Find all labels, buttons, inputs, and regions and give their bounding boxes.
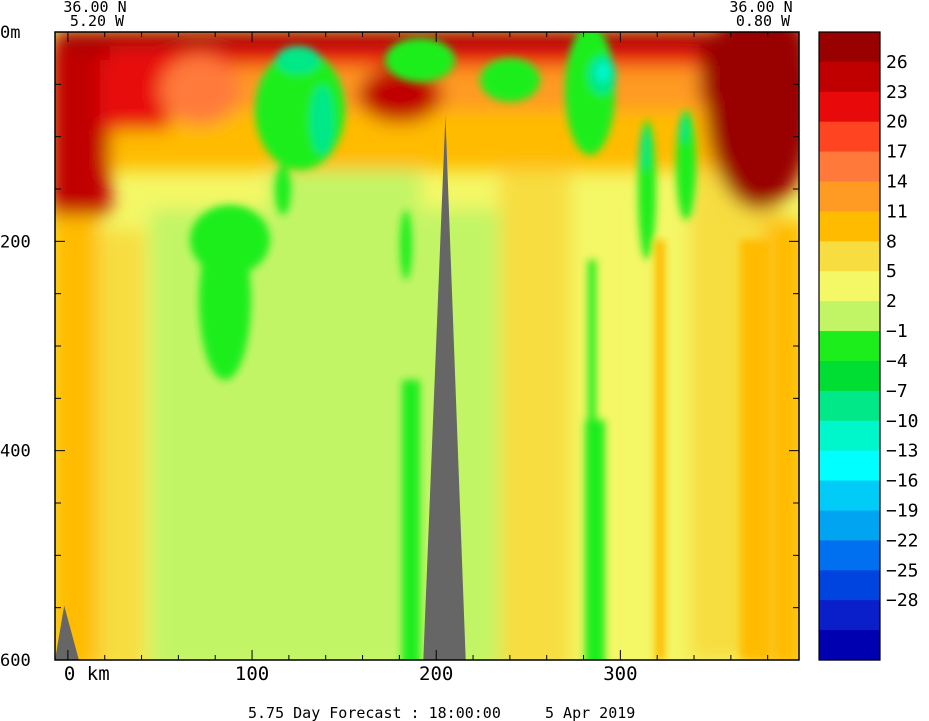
feature-green-column-left — [402, 380, 420, 660]
colorbar-label-8: 2 — [886, 291, 897, 312]
colorbar-swatch-6 — [819, 211, 880, 242]
colorbar-label-12: −10 — [886, 411, 919, 432]
field-mid-red2 — [160, 55, 240, 125]
colorbar-swatch-11 — [819, 360, 880, 392]
y-tick-label-400: 400 — [0, 442, 31, 462]
colorbar-swatch-10 — [819, 331, 880, 362]
feature-orange-streak-a — [655, 240, 665, 660]
field-yellow-band-left — [95, 230, 145, 660]
feature-green-plume-d — [385, 38, 455, 82]
colorbar-frame — [818, 31, 881, 661]
feature-cyan-core-b — [276, 46, 320, 74]
feature-cyan-core-a — [310, 85, 334, 155]
feature-orange-streak-b — [740, 240, 770, 660]
feature-green-plume-i — [275, 165, 291, 215]
field-left-orange — [55, 150, 98, 660]
corner-left-lon: 5.20 W — [70, 12, 125, 30]
colorbar-swatch-20 — [819, 630, 880, 661]
corner-right-lon: 0.80 W — [736, 12, 791, 30]
colorbar-label-0: 26 — [886, 52, 908, 73]
heatmap-features — [190, 32, 770, 660]
feature-green-plume-e — [480, 58, 540, 102]
colorbar-swatch-1 — [819, 61, 880, 93]
colorbar-label-11: −7 — [886, 381, 908, 402]
colorbar-label-13: −13 — [886, 441, 919, 462]
corner-right-lat: 36.00 N — [729, 0, 792, 16]
axis-ticks — [55, 31, 799, 661]
x-tick-label-100: 100 — [235, 663, 269, 685]
footer-forecast-label: 5.75 Day Forecast : 18:00:00 — [248, 704, 501, 721]
colorbar-label-16: −22 — [886, 530, 919, 551]
colorbar-swatch-13 — [819, 420, 880, 452]
colorbar-label-14: −16 — [886, 471, 919, 492]
field-yellow-band-mid — [500, 150, 570, 660]
colorbar-swatch-17 — [819, 540, 880, 571]
terrain-seafloor-ridge-center — [423, 115, 466, 660]
colorbar-swatch-2 — [819, 91, 880, 123]
x-tick-label-200: 200 — [419, 663, 453, 685]
axis-labels: 0 km 100 200 300 0m 200 400 600 — [0, 23, 638, 685]
colorbar-label-9: −1 — [886, 321, 908, 342]
colorbar-swatch-19 — [819, 600, 880, 631]
colorbar-swatch-0 — [819, 32, 880, 63]
colorbar-label-2: 20 — [886, 112, 908, 133]
y-tick-label-0: 0m — [0, 23, 20, 43]
colorbar-swatch-14 — [819, 450, 880, 482]
corner-left-lat: 36.00 N — [63, 0, 126, 16]
colorbar-swatch-4 — [819, 151, 880, 183]
x-tick-label-300: 300 — [603, 663, 637, 685]
colorbar-swatch-7 — [819, 241, 880, 272]
terrain-layer — [55, 115, 466, 660]
x-tick-label-0: 0 km — [64, 663, 110, 685]
y-tick-label-600: 600 — [0, 651, 31, 671]
colorbar-label-5: 11 — [886, 201, 908, 222]
colorbar-swatch-9 — [819, 301, 880, 332]
footer-date-label: 5 Apr 2019 — [545, 704, 635, 721]
feature-green-plume-b — [190, 205, 270, 275]
feature-green-column-right — [585, 420, 605, 660]
colorbar-swatch-18 — [819, 570, 880, 601]
feature-cyan-core-e — [641, 128, 649, 172]
colorbar: 26 23 20 17 14 11 8 5 2 −1 −4 −7 −10 −13 −16 −19 −22 −25 −… — [818, 31, 919, 661]
colorbar-label-3: 17 — [886, 142, 908, 163]
colorbar-label-4: 14 — [886, 172, 908, 193]
feature-cyan-core-f — [680, 116, 688, 144]
colorbar-label-18: −28 — [886, 590, 919, 611]
field-left-red2 — [100, 60, 170, 130]
colorbar-swatch-3 — [819, 121, 880, 153]
colorbar-swatch-12 — [819, 390, 880, 422]
feature-cyan-core-d — [596, 62, 610, 82]
colorbar-label-15: −19 — [886, 501, 919, 522]
heatmap-plot-area — [55, 32, 799, 660]
colorbar-swatch-16 — [819, 510, 880, 541]
colorbar-swatch-15 — [819, 480, 880, 512]
field-right-darkred-top — [700, 32, 799, 100]
y-tick-label-200: 200 — [0, 232, 31, 252]
feature-green-column-right-thin — [588, 260, 596, 430]
colorbar-swatch-5 — [819, 181, 880, 213]
feature-green-plume-j — [400, 210, 412, 280]
colorbar-label-7: 5 — [886, 261, 897, 282]
colorbar-label-17: −25 — [886, 560, 919, 581]
colorbar-label-10: −4 — [886, 351, 908, 372]
colorbar-label-1: 23 — [886, 82, 908, 103]
colorbar-label-6: 8 — [886, 231, 897, 252]
colorbar-swatch-8 — [819, 271, 880, 302]
terrain-seafloor-ridge-left — [55, 605, 79, 660]
